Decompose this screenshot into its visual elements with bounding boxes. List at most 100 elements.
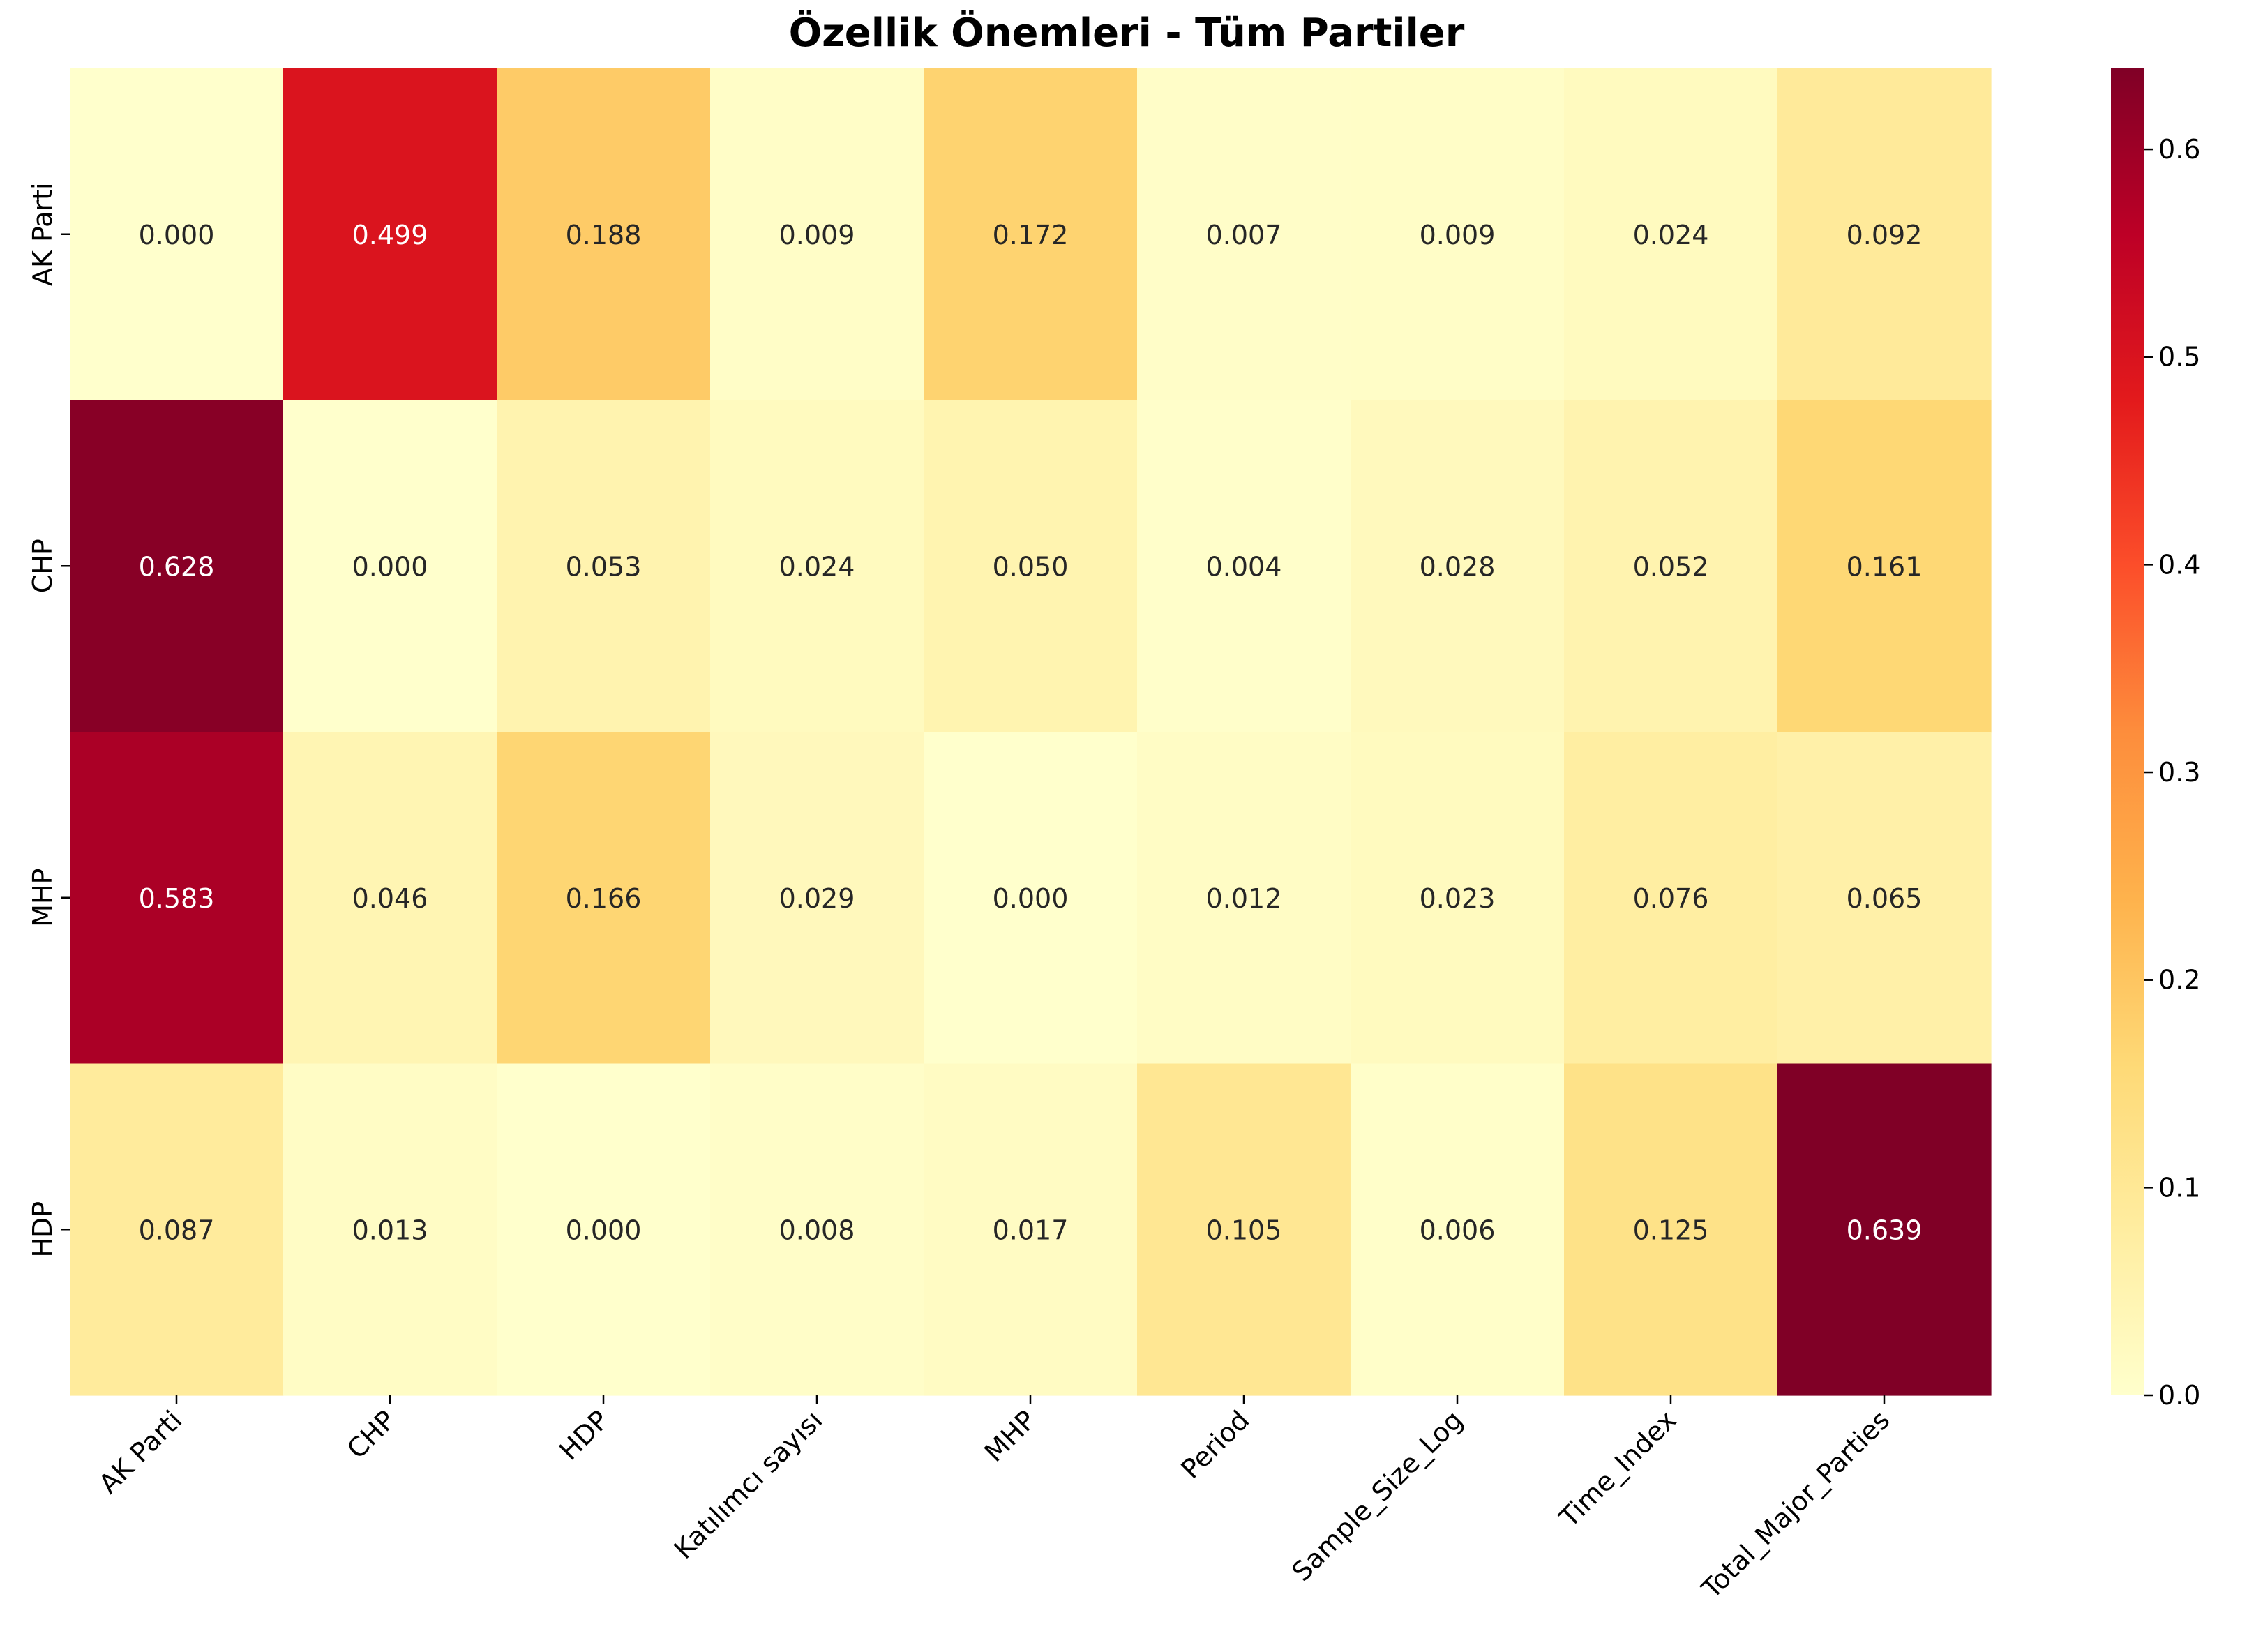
heatmap-cell: [70, 1063, 284, 1396]
cell-value-label: 0.583: [139, 883, 215, 914]
colorbar-gradient: [2111, 68, 2144, 1395]
x-tick-label: Sample_Size_Log: [1286, 1404, 1468, 1587]
x-tick-label: Period: [1175, 1404, 1255, 1485]
heatmap-cell: [1351, 68, 1565, 401]
heatmap-cell: [70, 732, 284, 1065]
heatmap-cell: [710, 732, 924, 1065]
colorbar-tick-label: 0.6: [2158, 134, 2200, 165]
y-tick-label: MHP: [27, 869, 58, 927]
cell-value-label: 0.012: [1206, 883, 1282, 914]
cell-value-label: 0.639: [1847, 1215, 1923, 1245]
cell-value-label: 0.105: [1206, 1215, 1282, 1245]
heatmap-cell: [1564, 732, 1778, 1065]
cell-value-label: 0.087: [139, 1215, 215, 1245]
cell-value-label: 0.125: [1633, 1215, 1709, 1245]
cell-value-label: 0.000: [139, 220, 215, 250]
heatmap-cell: [1564, 68, 1778, 401]
cell-value-label: 0.009: [1420, 220, 1496, 250]
heatmap-cell: [283, 400, 497, 733]
cell-value-label: 0.024: [779, 551, 855, 582]
cell-value-label: 0.000: [566, 1215, 642, 1245]
y-tick-label: AK Parti: [27, 182, 58, 286]
cell-value-label: 0.024: [1633, 220, 1709, 250]
heatmap-cell: [1777, 732, 1992, 1065]
x-tick-label: AK Parti: [93, 1404, 188, 1499]
colorbar-tick-label: 0.3: [2158, 757, 2200, 788]
heatmap-cell: [1564, 400, 1778, 733]
cell-value-label: 0.009: [779, 220, 855, 250]
colorbar-tick-label: 0.1: [2158, 1172, 2200, 1203]
heatmap-cell: [497, 1063, 711, 1396]
cell-value-label: 0.092: [1847, 220, 1923, 250]
y-axis: AK Parti CHP MHP HDP: [27, 182, 70, 1258]
heatmap-cell: [710, 1063, 924, 1396]
cell-value-label: 0.006: [1420, 1215, 1496, 1245]
heatmap-cell: [1137, 732, 1351, 1065]
cell-value-label: 0.008: [779, 1215, 855, 1245]
cell-value-label: 0.004: [1206, 551, 1282, 582]
heatmap-cell: [70, 68, 284, 401]
heatmap-cell: [1137, 1063, 1351, 1396]
cell-value-label: 0.076: [1633, 883, 1709, 914]
cell-value-label: 0.000: [352, 551, 428, 582]
cell-value-label: 0.000: [993, 883, 1069, 914]
heatmap-cell: [1777, 1063, 1992, 1396]
cell-value-label: 0.017: [993, 1215, 1069, 1245]
heatmap-cell: [283, 732, 497, 1065]
heatmap-cell-labels: 0.000 0.499 0.188 0.009 0.172 0.007 0.009 0.024…: [139, 220, 1923, 1246]
heatmap-cell: [924, 1063, 1138, 1396]
cell-value-label: 0.023: [1420, 883, 1496, 914]
heatmap-cell: [1351, 732, 1565, 1065]
heatmap-cell: [497, 68, 711, 401]
x-axis: AK Parti CHP HDP Katılımcı sayısı MHP Period S…: [93, 1395, 1895, 1605]
cell-value-label: 0.007: [1206, 220, 1282, 250]
colorbar-tick-label: 0.4: [2158, 549, 2200, 580]
heatmap-cell: [924, 732, 1138, 1065]
cell-value-label: 0.046: [352, 883, 428, 914]
heatmap-cell: [1777, 68, 1992, 401]
y-tick-label: HDP: [27, 1201, 58, 1258]
colorbar: 0.0 0.1 0.2 0.3 0.4 0.5 0.6: [2111, 68, 2200, 1411]
heatmap-cell: [1564, 1063, 1778, 1396]
x-tick-label: Time_Index: [1553, 1404, 1682, 1533]
cell-value-label: 0.161: [1847, 551, 1923, 582]
heatmap-cell: [283, 68, 497, 401]
chart-title: Özellik Önemleri - Tüm Partiler: [789, 10, 1465, 56]
cell-value-label: 0.166: [566, 883, 642, 914]
heatmap-cell: [924, 68, 1138, 401]
heatmap-cell: [924, 400, 1138, 733]
cell-value-label: 0.013: [352, 1215, 428, 1245]
heatmap-cell: [1137, 400, 1351, 733]
x-tick-label: Katılımcı sayısı: [668, 1404, 828, 1565]
cell-value-label: 0.053: [566, 551, 642, 582]
x-tick-label: HDP: [553, 1404, 615, 1466]
heatmap-cell: [497, 732, 711, 1065]
heatmap-cell: [497, 400, 711, 733]
heatmap-cell: [283, 1063, 497, 1396]
heatmap-cell: [1351, 400, 1565, 733]
heatmap-cell: [710, 68, 924, 401]
cell-value-label: 0.188: [566, 220, 642, 250]
heatmap-cell: [1351, 1063, 1565, 1396]
heatmap-cell: [1777, 400, 1992, 733]
cell-value-label: 0.628: [139, 551, 215, 582]
x-tick-label: MHP: [979, 1404, 1042, 1468]
colorbar-tick-label: 0.5: [2158, 342, 2200, 373]
colorbar-tick-label: 0.2: [2158, 965, 2200, 996]
cell-value-label: 0.050: [993, 551, 1069, 582]
cell-value-label: 0.028: [1420, 551, 1496, 582]
cell-value-label: 0.052: [1633, 551, 1709, 582]
colorbar-tick-label: 0.0: [2158, 1380, 2200, 1411]
cell-value-label: 0.065: [1847, 883, 1923, 914]
heatmap-cell: [710, 400, 924, 733]
cell-value-label: 0.172: [993, 220, 1069, 250]
cell-value-label: 0.499: [352, 220, 428, 250]
heatmap-cell: [70, 400, 284, 733]
cell-value-label: 0.029: [779, 883, 855, 914]
x-tick-label: Total_Major_Parties: [1695, 1404, 1895, 1605]
y-tick-label: CHP: [27, 539, 58, 593]
x-tick-label: CHP: [341, 1404, 401, 1464]
heatmap-cell: [1137, 68, 1351, 401]
heatmap-cells: [70, 68, 1992, 1396]
